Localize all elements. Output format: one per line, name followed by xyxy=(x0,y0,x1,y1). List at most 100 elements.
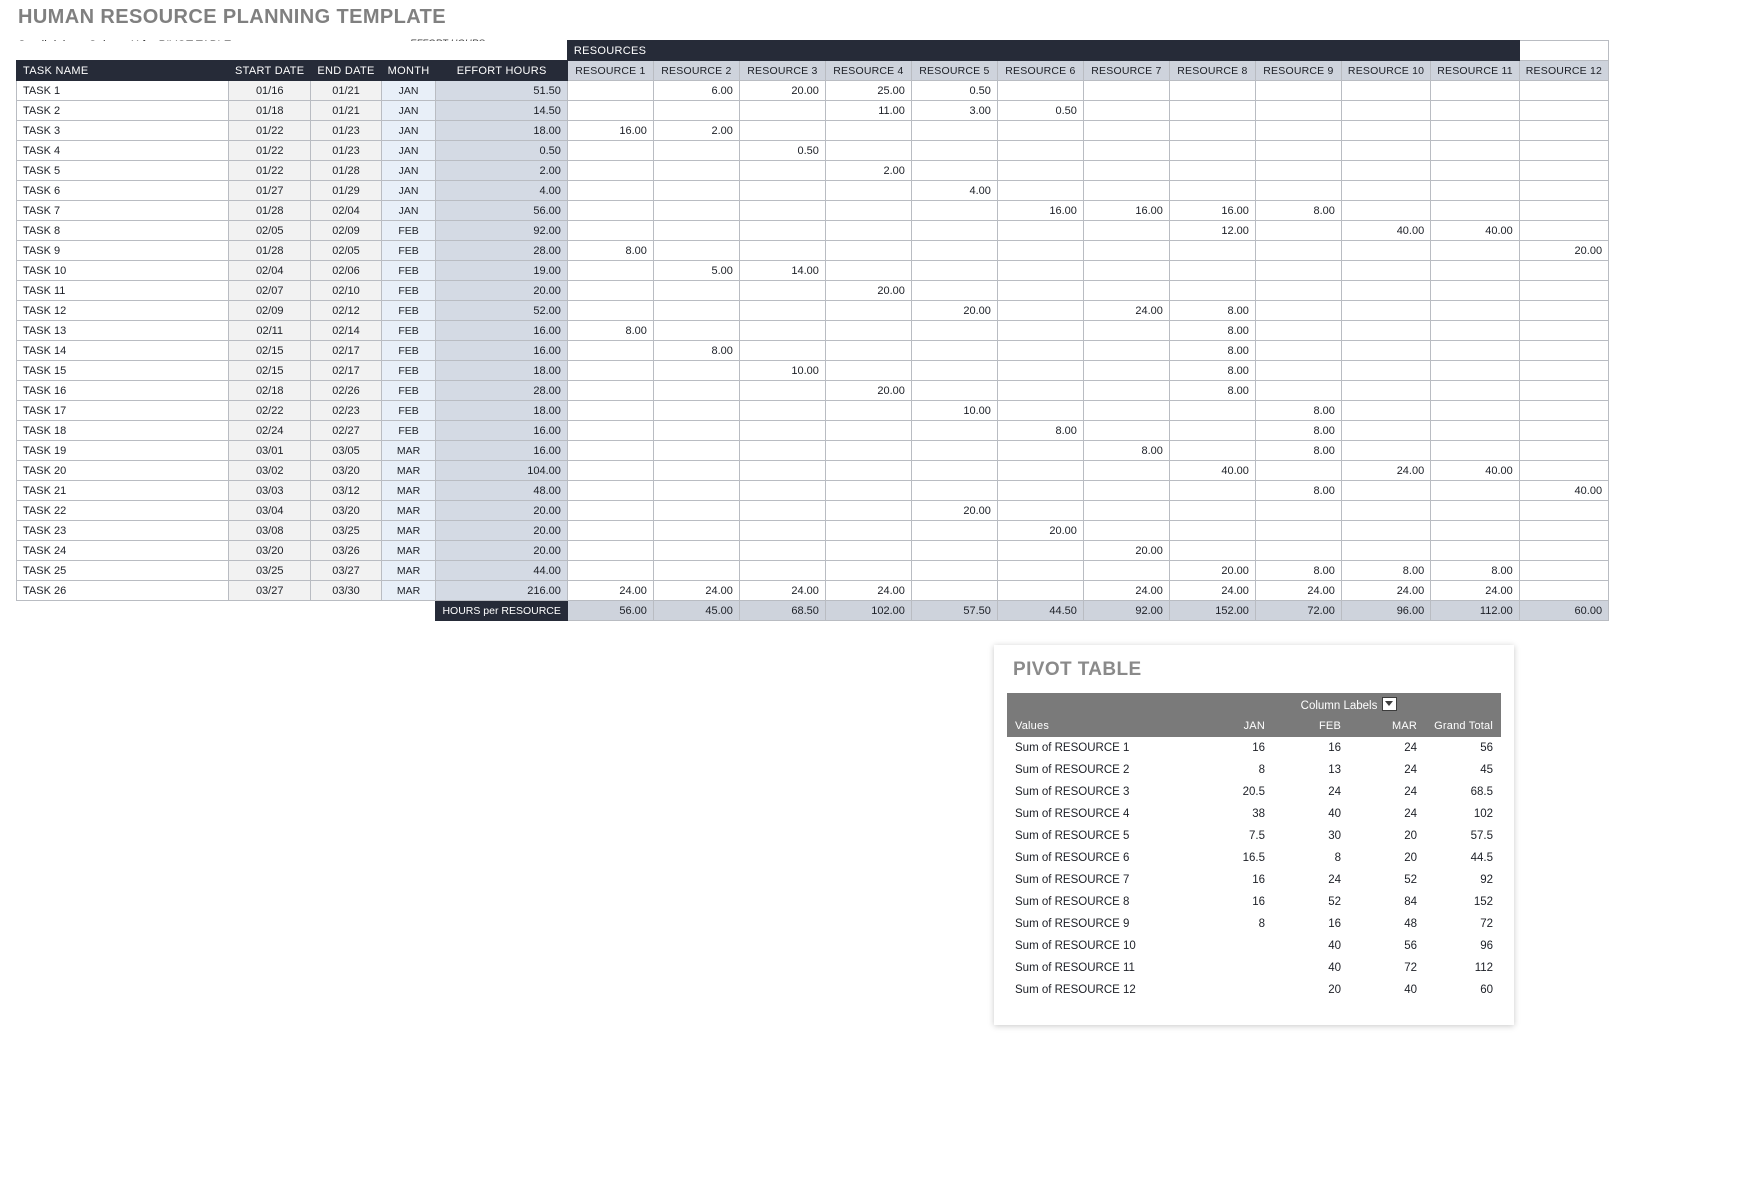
cell-resource-7[interactable] xyxy=(1082,120,1170,141)
cell-effort-hours[interactable]: 28.00 xyxy=(435,380,568,401)
cell-resource-1[interactable] xyxy=(566,280,654,301)
cell-resource-10[interactable] xyxy=(1340,320,1432,341)
cell-resource-11[interactable]: 40.00 xyxy=(1430,220,1520,241)
cell-resource-8[interactable]: 8.00 xyxy=(1168,360,1256,381)
cell-end-date[interactable]: 03/05 xyxy=(310,440,382,461)
cell-resource-5[interactable] xyxy=(910,200,998,221)
cell-resource-5[interactable] xyxy=(910,580,998,601)
cell-resource-2[interactable] xyxy=(652,380,740,401)
cell-resource-11[interactable] xyxy=(1430,400,1520,421)
cell-effort-hours[interactable]: 28.00 xyxy=(435,240,568,261)
cell-resource-4[interactable]: 25.00 xyxy=(824,80,912,101)
table-row[interactable]: TASK 3 01/22 01/23 JAN 18.00 16.00 2.00 xyxy=(16,120,1610,141)
cell-task-name[interactable]: TASK 11 xyxy=(16,280,229,301)
cell-resource-9[interactable] xyxy=(1254,540,1342,561)
cell-end-date[interactable]: 01/23 xyxy=(310,120,382,141)
cell-task-name[interactable]: TASK 5 xyxy=(16,160,229,181)
cell-resource-6[interactable] xyxy=(996,460,1084,481)
cell-resource-1[interactable]: 8.00 xyxy=(566,320,654,341)
cell-task-name[interactable]: TASK 23 xyxy=(16,520,229,541)
cell-resource-5[interactable] xyxy=(910,140,998,161)
cell-effort-hours[interactable]: 19.00 xyxy=(435,260,568,281)
cell-resource-12[interactable] xyxy=(1518,320,1610,341)
cell-resource-6[interactable] xyxy=(996,160,1084,181)
cell-resource-2[interactable] xyxy=(652,300,740,321)
cell-resource-9[interactable] xyxy=(1254,320,1342,341)
cell-resource-8[interactable] xyxy=(1168,140,1256,161)
cell-resource-3[interactable]: 24.00 xyxy=(738,580,826,601)
cell-month[interactable]: JAN xyxy=(380,120,437,141)
cell-resource-4[interactable] xyxy=(824,120,912,141)
cell-resource-12[interactable] xyxy=(1518,280,1610,301)
cell-resource-3[interactable] xyxy=(738,280,826,301)
cell-resource-5[interactable] xyxy=(910,280,998,301)
cell-resource-1[interactable] xyxy=(566,80,654,101)
cell-resource-11[interactable] xyxy=(1430,240,1520,261)
cell-end-date[interactable]: 03/12 xyxy=(310,480,382,501)
cell-resource-2[interactable] xyxy=(652,420,740,441)
cell-resource-3[interactable] xyxy=(738,180,826,201)
cell-resource-9[interactable]: 8.00 xyxy=(1254,420,1342,441)
cell-resource-3[interactable] xyxy=(738,420,826,441)
cell-resource-1[interactable]: 24.00 xyxy=(566,580,654,601)
cell-resource-6[interactable] xyxy=(996,360,1084,381)
pivot-row[interactable]: Sum of RESOURCE 9 8 16 48 72 xyxy=(1007,913,1501,935)
cell-resource-12[interactable] xyxy=(1518,340,1610,361)
col-header-resource-8[interactable]: RESOURCE 8 xyxy=(1168,60,1256,81)
cell-resource-10[interactable]: 24.00 xyxy=(1340,460,1432,481)
cell-resource-5[interactable] xyxy=(910,460,998,481)
pivot-row[interactable]: Sum of RESOURCE 10 40 56 96 xyxy=(1007,935,1501,957)
cell-effort-hours[interactable]: 16.00 xyxy=(435,420,568,441)
cell-resource-4[interactable] xyxy=(824,340,912,361)
cell-resource-6[interactable] xyxy=(996,120,1084,141)
cell-start-date[interactable]: 03/03 xyxy=(227,480,312,501)
cell-resource-10[interactable] xyxy=(1340,300,1432,321)
cell-resource-2[interactable] xyxy=(652,160,740,181)
table-row[interactable]: TASK 6 01/27 01/29 JAN 4.00 4.00 xyxy=(16,180,1610,201)
pivot-header-values[interactable]: Values xyxy=(1007,715,1197,737)
cell-resource-12[interactable] xyxy=(1518,420,1610,441)
cell-month[interactable]: FEB xyxy=(380,280,437,301)
cell-start-date[interactable]: 02/09 xyxy=(227,300,312,321)
cell-task-name[interactable]: TASK 13 xyxy=(16,320,229,341)
cell-resource-8[interactable]: 40.00 xyxy=(1168,460,1256,481)
cell-resource-9[interactable]: 24.00 xyxy=(1254,580,1342,601)
cell-resource-3[interactable] xyxy=(738,560,826,581)
cell-resource-11[interactable] xyxy=(1430,140,1520,161)
cell-resource-4[interactable]: 24.00 xyxy=(824,580,912,601)
cell-effort-hours[interactable]: 104.00 xyxy=(435,460,568,481)
cell-resource-6[interactable] xyxy=(996,380,1084,401)
cell-resource-7[interactable]: 24.00 xyxy=(1082,580,1170,601)
cell-resource-2[interactable] xyxy=(652,460,740,481)
cell-start-date[interactable]: 03/02 xyxy=(227,460,312,481)
cell-resource-4[interactable] xyxy=(824,540,912,561)
table-row[interactable]: TASK 14 02/15 02/17 FEB 16.00 8.00 8.00 xyxy=(16,340,1610,361)
cell-resource-11[interactable] xyxy=(1430,420,1520,441)
cell-resource-5[interactable]: 3.00 xyxy=(910,100,998,121)
cell-task-name[interactable]: TASK 1 xyxy=(16,80,229,101)
cell-task-name[interactable]: TASK 9 xyxy=(16,240,229,261)
cell-start-date[interactable]: 03/25 xyxy=(227,560,312,581)
cell-resource-3[interactable] xyxy=(738,160,826,181)
cell-resource-4[interactable] xyxy=(824,200,912,221)
cell-end-date[interactable]: 01/21 xyxy=(310,80,382,101)
cell-resource-4[interactable]: 20.00 xyxy=(824,380,912,401)
cell-month[interactable]: FEB xyxy=(380,240,437,261)
cell-resource-6[interactable]: 0.50 xyxy=(996,100,1084,121)
cell-resource-1[interactable]: 8.00 xyxy=(566,240,654,261)
cell-start-date[interactable]: 01/22 xyxy=(227,120,312,141)
cell-start-date[interactable]: 01/22 xyxy=(227,160,312,181)
cell-resource-7[interactable] xyxy=(1082,500,1170,521)
table-row[interactable]: TASK 5 01/22 01/28 JAN 2.00 2.00 xyxy=(16,160,1610,181)
cell-resource-9[interactable] xyxy=(1254,360,1342,381)
cell-resource-1[interactable] xyxy=(566,460,654,481)
cell-resource-1[interactable] xyxy=(566,360,654,381)
cell-resource-6[interactable] xyxy=(996,500,1084,521)
table-row[interactable]: TASK 7 01/28 02/04 JAN 56.00 16.00 16.00 16.00 8… xyxy=(16,200,1610,221)
cell-end-date[interactable]: 01/28 xyxy=(310,160,382,181)
cell-task-name[interactable]: TASK 19 xyxy=(16,440,229,461)
cell-resource-5[interactable] xyxy=(910,480,998,501)
cell-resource-2[interactable] xyxy=(652,540,740,561)
cell-resource-11[interactable] xyxy=(1430,320,1520,341)
cell-month[interactable]: FEB xyxy=(380,360,437,381)
